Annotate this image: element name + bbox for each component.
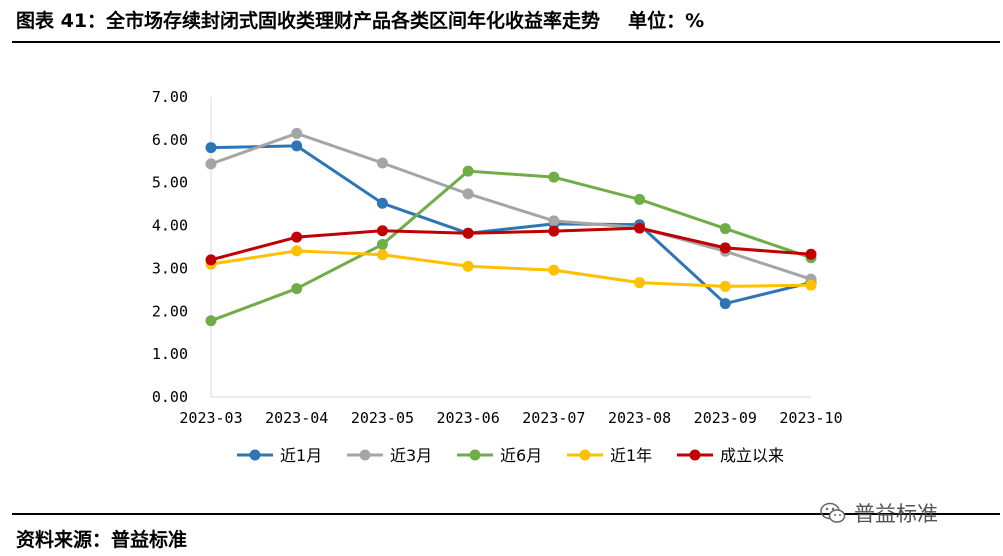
series-line [210,144,812,306]
wechat-icon [820,502,846,523]
data-point [376,197,388,209]
source-note: 资料来源：普益标准 [16,529,188,551]
data-point [376,157,388,169]
data-point [634,193,646,205]
series-line [210,249,812,288]
unit-label: 单位：% [628,10,705,32]
x-tick-label: 2023-05 [351,409,414,427]
x-tick-label: 2023-08 [608,409,671,427]
data-point [291,127,303,139]
watermark: 普益标准 [820,497,938,529]
y-tick-label: 0.00 [152,388,188,406]
data-point [205,158,217,170]
data-point [462,165,474,177]
legend-label: 成立以来 [720,446,784,465]
series-line [210,131,812,281]
data-point [548,171,560,183]
series-line [210,169,812,323]
data-point [205,315,217,327]
data-point [376,238,388,250]
data-point [719,298,731,310]
watermark-text: 普益标准 [854,502,938,526]
data-point [462,260,474,272]
legend-marker [359,449,371,461]
data-point [205,254,217,266]
data-point [548,215,560,227]
y-tick-label: 1.00 [152,345,188,363]
data-point [719,223,731,235]
bottom-rule [12,513,1000,515]
y-tick-label: 7.00 [152,88,188,106]
data-point [719,242,731,254]
x-tick-label: 2023-06 [437,409,500,427]
series-line [210,226,812,262]
figure-title: 图表 41：全市场存续封闭式固收类理财产品各类区间年化收益率走势 单位：% [16,6,704,33]
data-point [291,231,303,243]
data-point [205,142,217,154]
legend-marker [469,449,481,461]
data-point [548,264,560,276]
legend-marker [579,449,591,461]
legend-marker [249,449,261,461]
x-tick-label: 2023-03 [179,409,242,427]
x-tick-label: 2023-04 [265,409,328,427]
data-point [291,140,303,152]
title-text: 图表 41：全市场存续封闭式固收类理财产品各类区间年化收益率走势 [16,10,601,32]
y-tick-label: 3.00 [152,259,188,277]
data-point [462,188,474,200]
data-point [548,225,560,237]
legend-label: 近1月 [280,446,322,465]
data-point [291,245,303,257]
y-tick-label: 2.00 [152,302,188,320]
x-tick-label: 2023-09 [694,409,757,427]
legend-marker [689,449,701,461]
data-point [376,225,388,237]
data-point [291,283,303,295]
legend-label: 近1年 [610,446,652,465]
data-point [376,249,388,261]
legend-label: 近6月 [500,446,542,465]
data-point [719,280,731,292]
y-tick-label: 5.00 [152,174,188,192]
x-tick-label: 2023-07 [522,409,585,427]
data-point [805,248,817,260]
y-tick-label: 6.00 [152,131,188,149]
data-point [634,222,646,234]
data-point [462,227,474,239]
legend-label: 近3月 [390,446,432,465]
y-tick-label: 4.00 [152,217,188,235]
data-point [634,277,646,289]
x-tick-label: 2023-10 [779,409,842,427]
top-rule [12,41,1000,43]
data-point [805,279,817,291]
